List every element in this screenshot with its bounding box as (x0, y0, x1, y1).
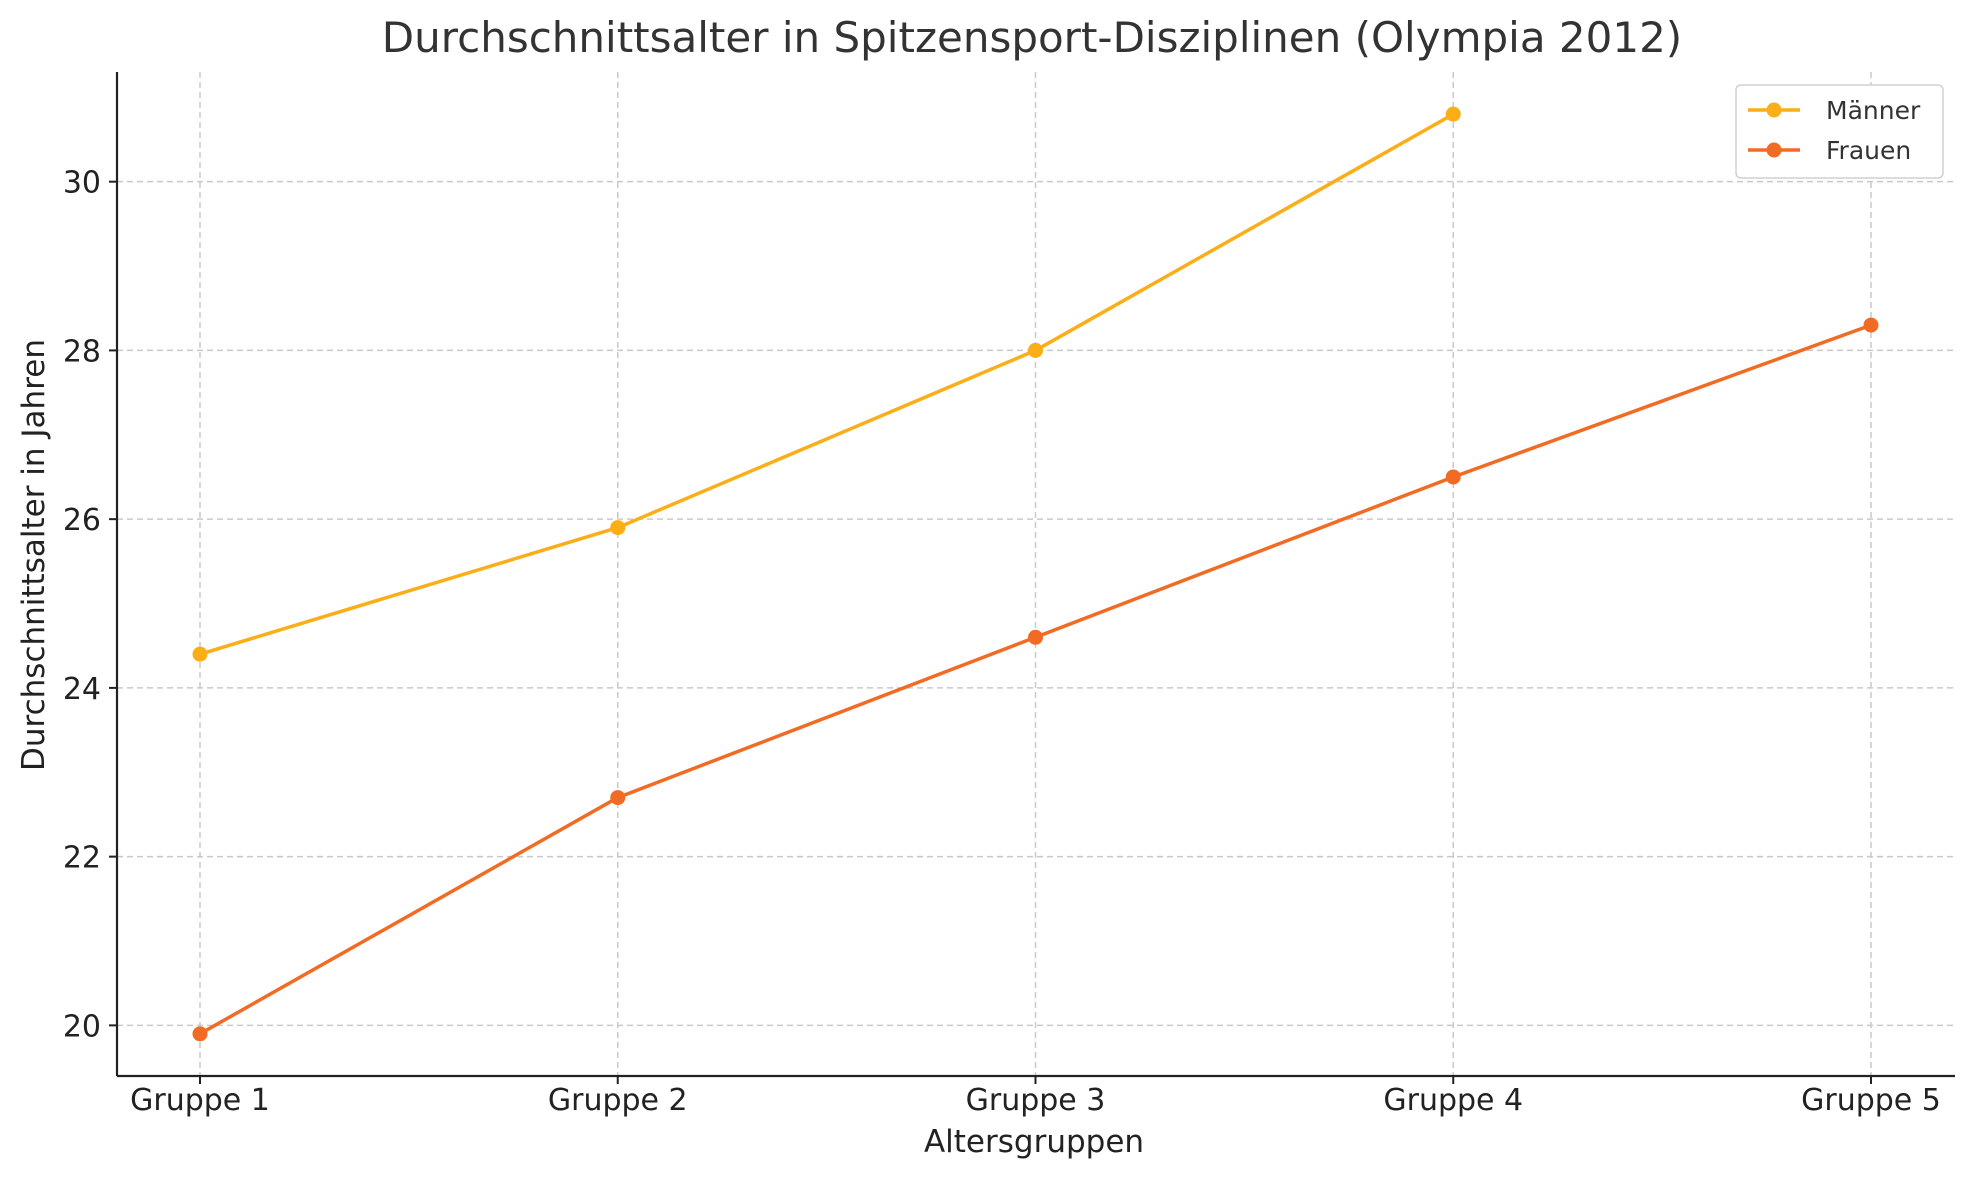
y-tick-label: 30 (63, 166, 101, 201)
data-point (1445, 106, 1461, 122)
x-tick-label: Gruppe 3 (966, 1083, 1106, 1118)
legend-marker (1766, 142, 1782, 158)
x-tick-label: Gruppe 1 (130, 1083, 270, 1118)
series-lines (192, 106, 1879, 1042)
data-point (192, 646, 208, 662)
y-axis-label: Durchschnittsalter in Jahren (16, 339, 52, 771)
y-tick-label: 20 (63, 1009, 101, 1044)
y-tick-label: 22 (63, 841, 101, 876)
y-tick-label: 28 (63, 334, 101, 369)
legend-item: Männer (1748, 96, 1921, 125)
grid-lines (117, 72, 1955, 1076)
data-point (192, 1026, 208, 1042)
data-point (610, 790, 626, 806)
x-tick-label: Gruppe 4 (1383, 1083, 1523, 1118)
y-tick-label: 24 (63, 672, 101, 707)
chart-title: Durchschnittsalter in Spitzensport-Diszi… (382, 13, 1682, 62)
x-tick-label: Gruppe 2 (548, 1083, 688, 1118)
legend-label: Frauen (1826, 136, 1911, 165)
legend-label: Männer (1826, 96, 1921, 125)
data-point (1863, 317, 1879, 333)
legend: Männer Frauen (1735, 84, 1944, 179)
tick-labels: Gruppe 1 Gruppe 2 Gruppe 3 Gruppe 4 Gruppe 5… (63, 166, 1941, 1118)
data-point (1028, 629, 1043, 645)
data-point (1028, 342, 1043, 358)
legend-marker (1766, 102, 1782, 118)
data-point (1445, 469, 1461, 485)
series-line (198, 112, 1455, 656)
data-point (610, 520, 626, 536)
x-tick-label: Gruppe 5 (1801, 1083, 1941, 1118)
series-0 (192, 106, 1461, 662)
series-1 (192, 317, 1879, 1042)
y-tick-label: 26 (63, 503, 101, 538)
legend-item: Frauen (1748, 136, 1911, 165)
x-axis-label: Altersgruppen (924, 1124, 1144, 1160)
